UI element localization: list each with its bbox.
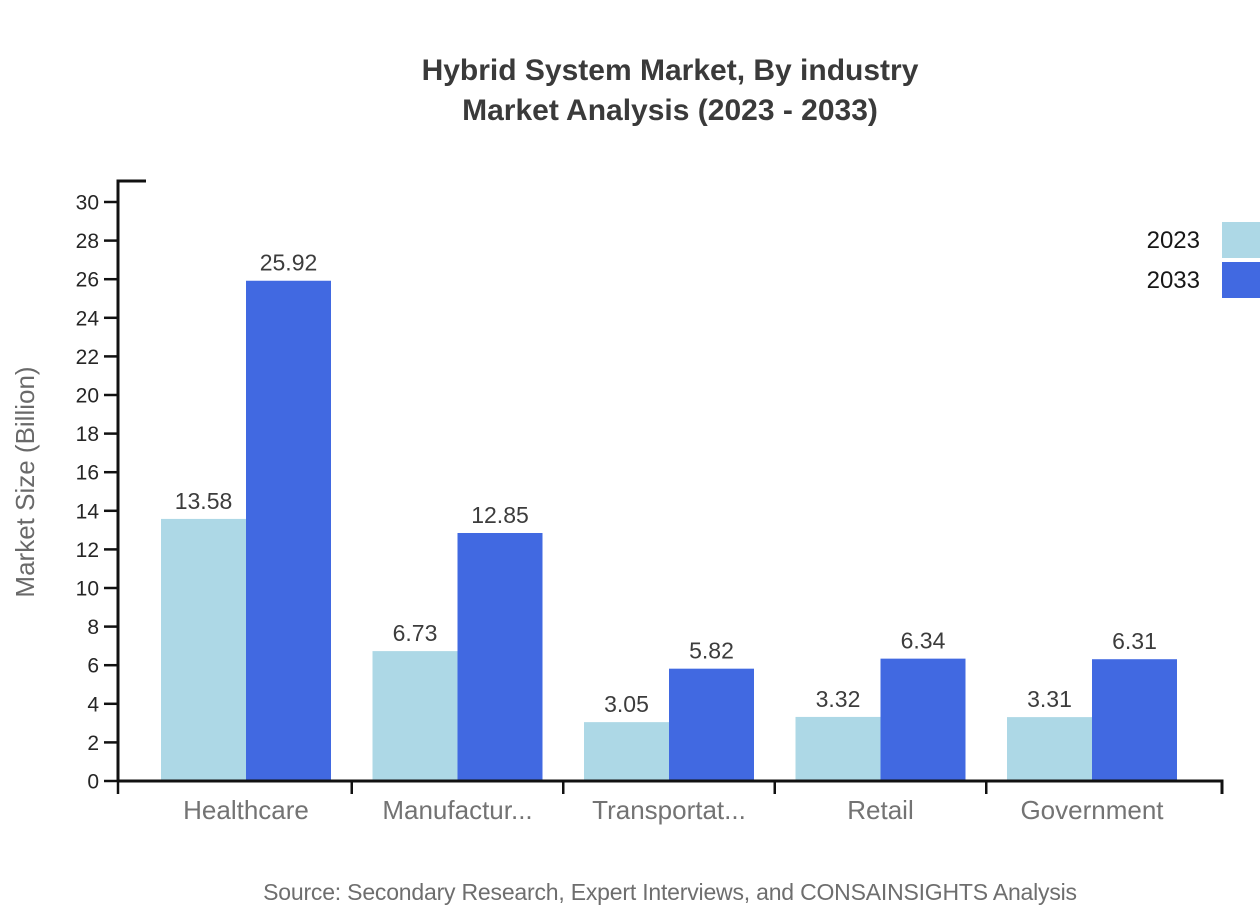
bar-2023-government	[1007, 717, 1092, 781]
value-label-2033-government: 6.31	[1112, 628, 1157, 654]
category-label-retail: Retail	[847, 795, 913, 825]
category-label-manufactur: Manufactur...	[382, 795, 532, 825]
source-text: Source: Secondary Research, Expert Inter…	[263, 879, 1077, 905]
value-label-2023-transportat: 3.05	[604, 691, 649, 717]
y-axis-title: Market Size (Billion)	[10, 366, 40, 597]
y-tick-label-0: 0	[87, 771, 99, 794]
legend-swatch-2023	[1222, 222, 1260, 258]
y-tick-label-14: 14	[76, 500, 100, 523]
chart-subtitle: Market Analysis (2023 - 2033)	[462, 94, 878, 127]
category-label-healthcare: Healthcare	[183, 795, 309, 825]
y-axis-line	[116, 179, 146, 781]
y-tick-label-28: 28	[76, 230, 99, 253]
value-label-2033-transportat: 5.82	[689, 638, 734, 664]
y-tick-label-4: 4	[87, 693, 99, 716]
bar-2023-manufactur	[372, 651, 458, 781]
bars-group	[161, 280, 1177, 781]
value-label-2033-retail: 6.34	[901, 628, 946, 654]
legend-label-2023: 2023	[1147, 227, 1200, 254]
x-axis: Healthcare Manufactur... Transportat... Ret…	[116, 779, 1224, 825]
value-label-2033-healthcare: 25.92	[260, 250, 318, 276]
y-tick-label-26: 26	[76, 269, 99, 292]
y-tick-label-24: 24	[76, 307, 100, 330]
y-tick-label-16: 16	[76, 462, 99, 485]
y-tick-label-20: 20	[76, 385, 99, 408]
bar-2033-retail	[880, 658, 966, 781]
legend-label-2033: 2033	[1147, 267, 1200, 294]
legend: 2023 2033	[1147, 222, 1260, 298]
bar-2023-retail	[795, 716, 881, 781]
y-tick-label-6: 6	[87, 655, 99, 678]
bar-2033-healthcare	[246, 280, 331, 781]
value-label-2023-government: 3.31	[1027, 686, 1072, 712]
y-tick-label-30: 30	[76, 192, 99, 215]
x-axis-line	[118, 779, 1224, 794]
y-tick-label-22: 22	[76, 346, 99, 369]
bar-2023-transportat	[584, 722, 669, 781]
value-labels-group: 13.58 6.73 3.05 3.32 3.31 25.92 12.85 5.82 6.34 6…	[175, 250, 1157, 717]
bar-2023-healthcare	[161, 518, 246, 781]
y-tick-label-18: 18	[76, 423, 99, 446]
value-label-2033-manufactur: 12.85	[471, 502, 529, 528]
y-tick-label-10: 10	[76, 578, 99, 601]
value-label-2023-manufactur: 6.73	[393, 620, 438, 646]
value-label-2023-healthcare: 13.58	[175, 488, 233, 514]
chart-title: Hybrid System Market, By industry	[422, 54, 919, 87]
y-tick-label-8: 8	[87, 616, 99, 639]
y-tick-label-2: 2	[87, 732, 99, 755]
category-label-transportat: Transportat...	[592, 795, 746, 825]
legend-swatch-2033	[1222, 262, 1260, 298]
value-label-2023-retail: 3.32	[816, 686, 861, 712]
category-label-government: Government	[1020, 795, 1164, 825]
y-tick-label-12: 12	[76, 539, 99, 562]
bar-2033-manufactur	[457, 532, 543, 781]
bar-2033-government	[1092, 659, 1177, 781]
bar-2033-transportat	[669, 668, 754, 781]
